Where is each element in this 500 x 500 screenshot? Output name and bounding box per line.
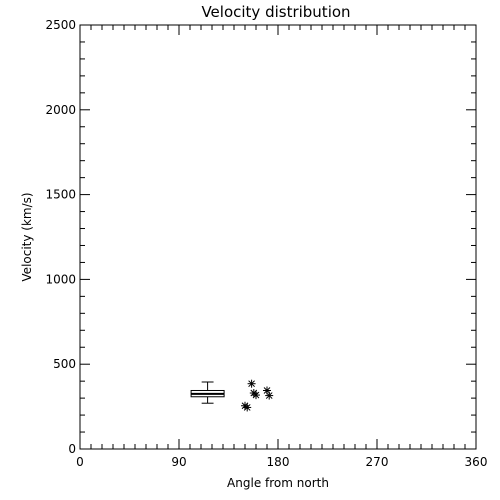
asterisk-stroke: [243, 404, 251, 411]
box-plot: [190, 381, 225, 404]
asterisk-stroke: [248, 380, 255, 388]
x-tick-label: 360: [465, 455, 488, 469]
asterisk-stroke: [263, 387, 271, 394]
y-axis-ticks: [80, 24, 476, 450]
asterisk-point: [243, 403, 252, 412]
plot-frame: [79, 24, 477, 450]
x-axis-tick-labels: 0 90 180 270 360: [76, 455, 487, 469]
asterisk-point: [247, 379, 256, 388]
y-tick-label: 1000: [45, 272, 76, 286]
asterisk-stroke: [265, 392, 273, 399]
y-axis-tick-labels: 0 500 1000 1500 2000 2500: [45, 18, 76, 456]
x-tick-label: 270: [366, 455, 389, 469]
chart-title: Velocity distribution: [201, 3, 350, 21]
y-axis-label: Velocity (km/s): [20, 192, 34, 281]
asterisk-point: [252, 391, 260, 400]
x-tick-label: 0: [76, 455, 84, 469]
asterisk-point: [265, 391, 274, 400]
x-axis-ticks: [79, 25, 477, 449]
y-tick-label: 0: [68, 442, 76, 456]
data-points: [241, 379, 274, 412]
x-tick-label: 180: [267, 455, 290, 469]
y-tick-label: 1500: [45, 188, 76, 202]
asterisk-stroke: [252, 391, 260, 399]
y-tick-label: 2500: [45, 18, 76, 32]
y-tick-label: 500: [53, 357, 76, 371]
x-axis-label: Angle from north: [227, 476, 329, 490]
x-tick-label: 90: [171, 455, 186, 469]
y-tick-label: 2000: [45, 103, 76, 117]
